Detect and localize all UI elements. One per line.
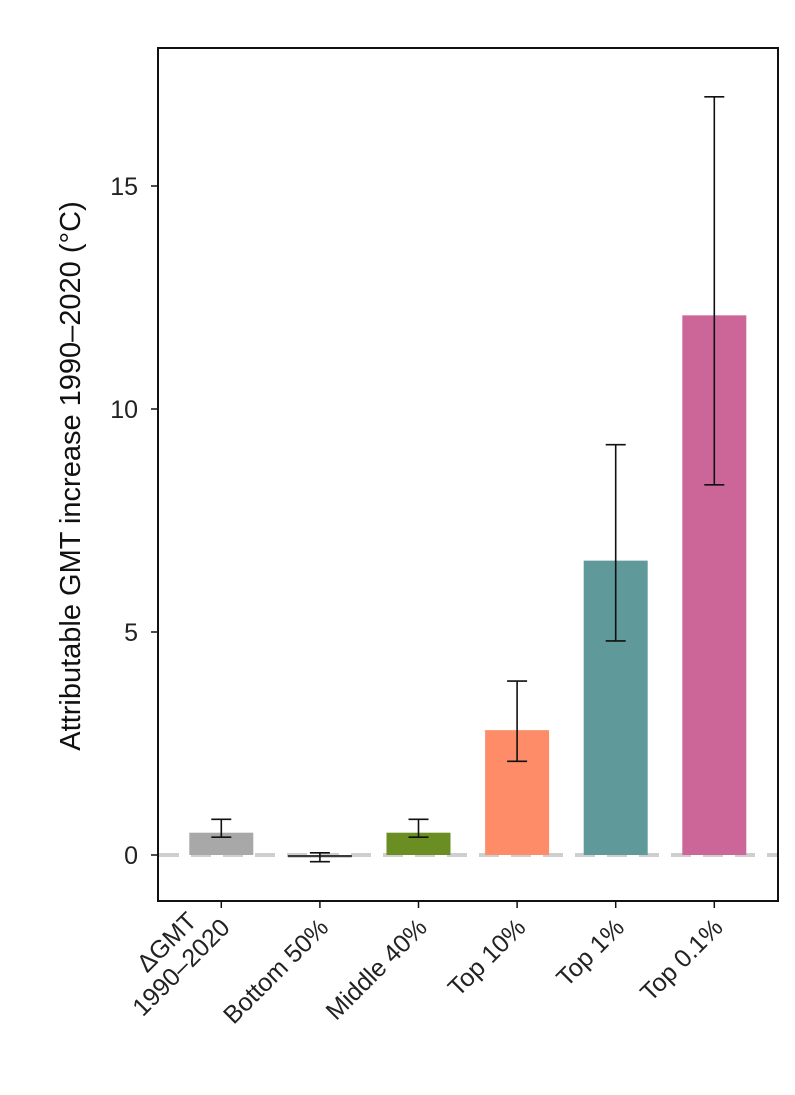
x-tick-label-5: Top 0.1% [635, 913, 729, 1007]
y-tick-label-1: 5 [124, 619, 138, 647]
x-tick-label-1: Bottom 50% [218, 913, 334, 1029]
plot-frame [157, 47, 779, 902]
error-bar-2 [408, 818, 429, 838]
y-tick-label-2: 10 [110, 396, 138, 424]
bar-2 [386, 832, 451, 855]
error-bar-0 [211, 818, 232, 838]
x-tick-label-3: Top 10% [443, 913, 532, 1002]
error-bar-5 [704, 96, 725, 486]
error-bar-3 [507, 680, 528, 763]
y-tick-label-3: 15 [110, 173, 138, 201]
y-axis-title: Attributable GMT increase 1990–2020 (°C) [55, 201, 87, 750]
y-tick-label-0: 0 [124, 842, 138, 870]
bar-0 [189, 832, 254, 855]
x-tick-label-2: Middle 40% [321, 913, 433, 1025]
error-bars-layer [211, 96, 725, 863]
error-bar-4 [605, 443, 626, 642]
y-axis: 0 5 10 15 [110, 173, 158, 870]
x-tick-label-4: Top 1% [551, 913, 630, 992]
error-bar-1 [309, 851, 330, 863]
bars-layer [189, 315, 747, 858]
x-tick-label-0: ΔGMT1990–2020 [107, 894, 235, 1022]
